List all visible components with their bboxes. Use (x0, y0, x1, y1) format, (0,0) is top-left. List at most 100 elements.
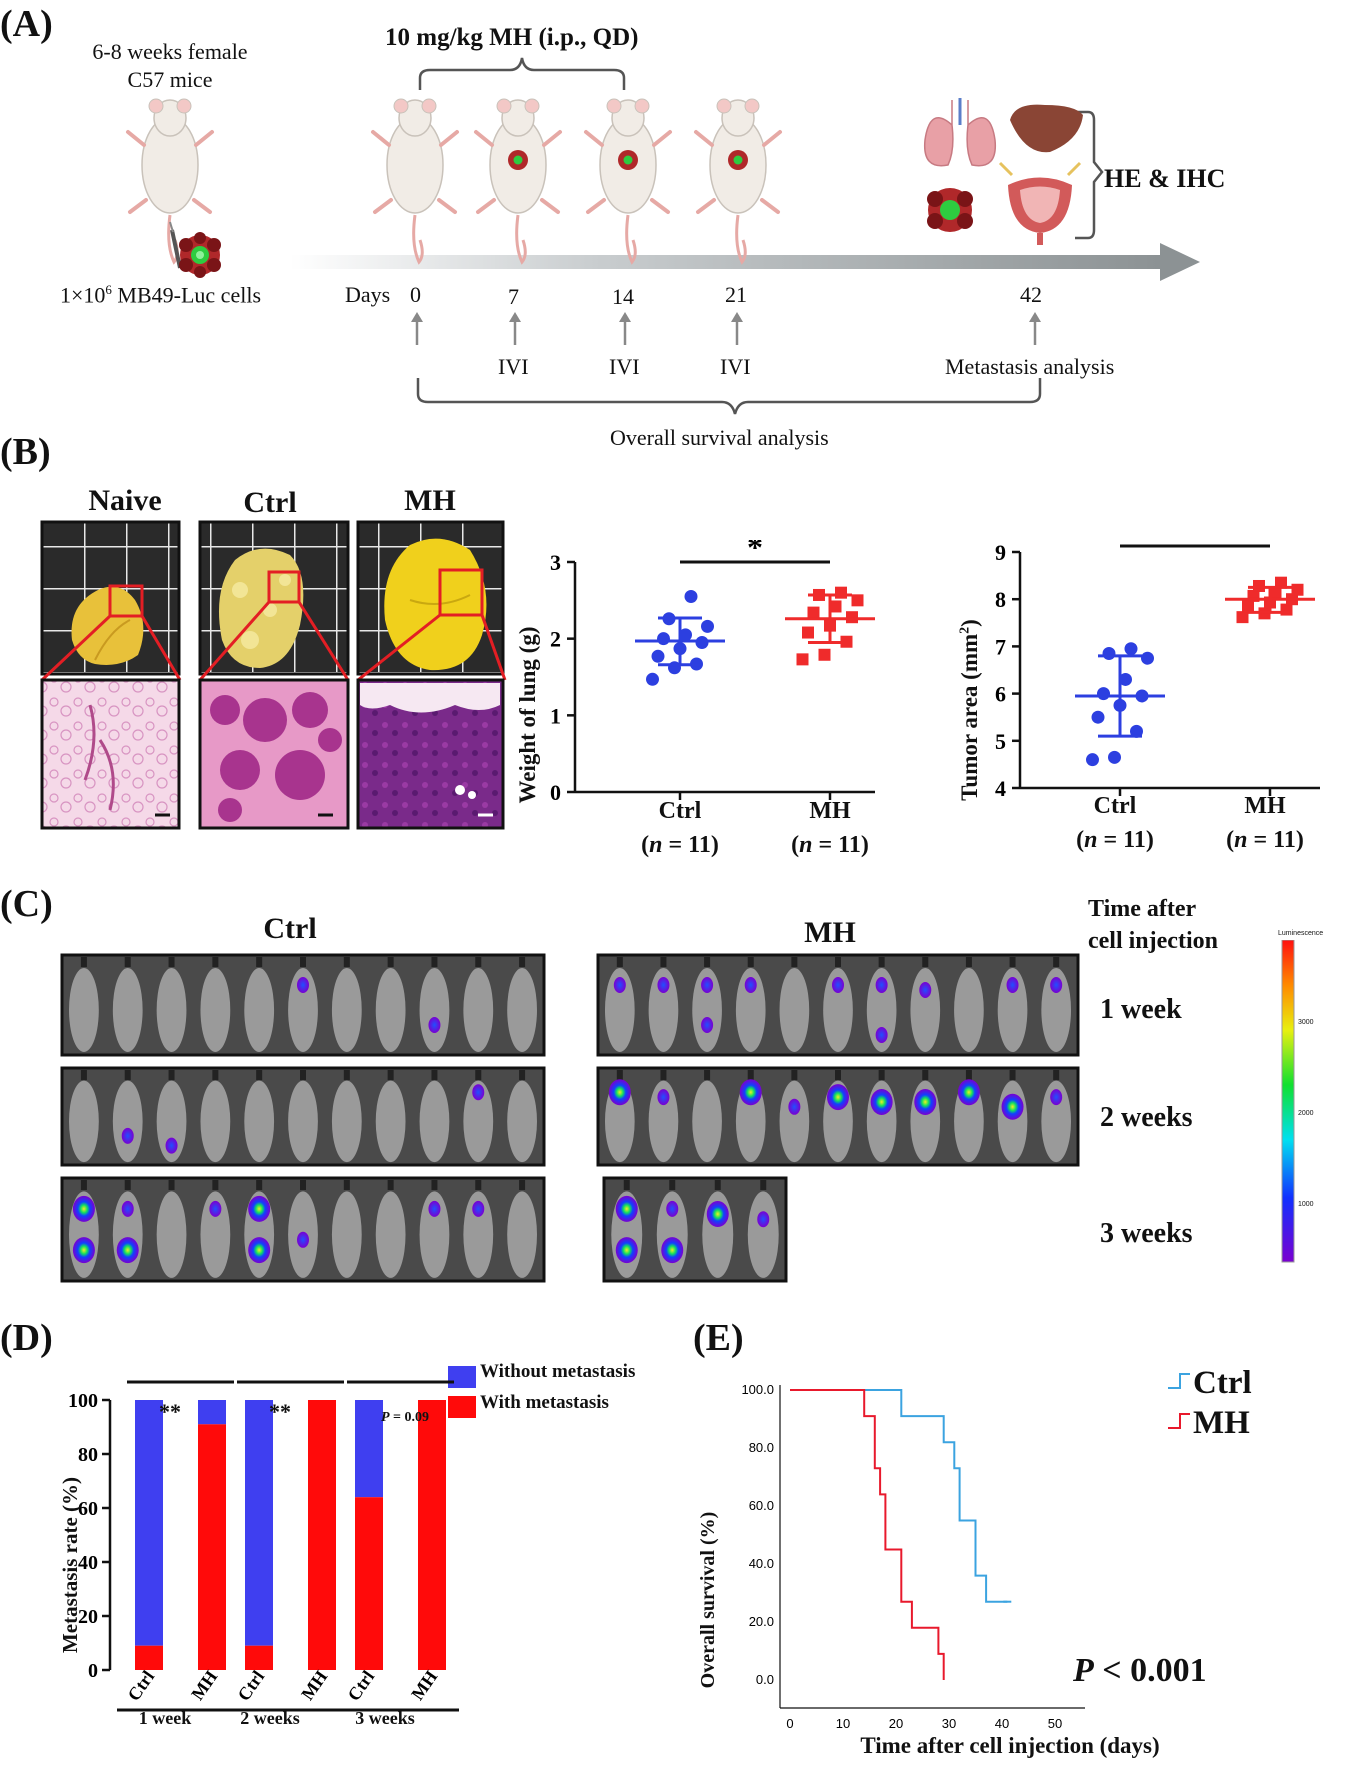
tumor-xtick-ctrl: Ctrl (1093, 793, 1137, 819)
mh-lung-photo (356, 520, 505, 676)
bar-ctrl-with (135, 1645, 163, 1670)
mouse-silhouette (692, 968, 722, 1052)
bar-ytick-label: 20 (78, 1606, 98, 1628)
nose-cone (475, 957, 482, 967)
luminescence-spot (472, 1084, 485, 1101)
ivi-day14: IVI (609, 354, 640, 379)
mouse-silhouette (779, 968, 810, 1052)
luminescence-spot (615, 1237, 638, 1264)
mice-illustrations (126, 98, 782, 265)
nose-cone (922, 1070, 929, 1080)
tumor-ctrl-point (1091, 710, 1105, 724)
nose-cone (168, 1070, 175, 1080)
km-legend-ctrl: Ctrl (1193, 1365, 1252, 1401)
nose-cone (835, 957, 841, 967)
timeline-schematic (126, 57, 1200, 415)
luminescence-spot (1001, 1093, 1024, 1120)
weight-mh-point (851, 594, 864, 607)
nose-cone (704, 957, 711, 967)
weight-n-ctrl: (n = 11) (641, 832, 719, 858)
luminescence-spot (248, 1237, 271, 1264)
tumor-ylabel: Tumor area (mm2) (957, 619, 982, 801)
tumor-ytick-label: 5 (995, 729, 1006, 754)
mouse-silhouette (779, 1080, 810, 1163)
nose-cone (212, 1070, 219, 1080)
weight-ytick-label: 1 (550, 703, 561, 728)
tumor-ctrl-point (1124, 642, 1138, 656)
mouse-silhouette (244, 968, 275, 1052)
luminescence-spot (297, 1231, 309, 1248)
tumor-ctrl-point (1102, 646, 1116, 660)
bar-category-label: MH (297, 1667, 331, 1704)
bioluminescence-images (60, 940, 1295, 1283)
mh-he-image (356, 678, 505, 830)
weight-ctrl-point (701, 619, 714, 633)
nose-cone (747, 957, 754, 967)
mouse-tumor-core (623, 155, 633, 165)
nose-cone (1053, 957, 1060, 967)
nose-cone (760, 1180, 767, 1190)
week-3-group-label: 3 weeks (355, 1708, 415, 1728)
mouse-legs (584, 130, 672, 214)
mouse-silhouette (112, 1080, 143, 1163)
nose-cone (791, 957, 798, 967)
mouse-silhouette (823, 968, 853, 1052)
mouse-ear (148, 98, 164, 114)
ivi-day7: IVI (498, 354, 529, 379)
zoom-lines (40, 601, 507, 682)
nose-cone (343, 957, 350, 967)
nose-cone (300, 1180, 306, 1190)
weight-mh-point (829, 600, 842, 613)
nose-cone (519, 957, 526, 967)
km-xtick-label: 50 (1048, 1716, 1062, 1731)
ivi-day21: IVI (720, 354, 751, 379)
weight-ctrl-point (657, 632, 670, 646)
mouse-silhouette (648, 1080, 679, 1163)
mouse-ear (421, 98, 437, 114)
weight-ctrl-point (684, 590, 698, 603)
tumor-ctrl-point (1108, 750, 1121, 764)
km-pvalue: P < 0.001 (1073, 1652, 1207, 1689)
ctrl-imaging-title: Ctrl (263, 912, 317, 945)
mouse-silhouette (375, 1191, 406, 1278)
bar-category-label: Ctrl (124, 1667, 159, 1705)
panel-d-label: (D) (0, 1317, 53, 1359)
naive-he-image (40, 678, 181, 830)
luminescence-spot (666, 1200, 679, 1217)
survival-chart: 0.0 20.0 40.0 60.0 80.0 100.0 0 10 20 30 40 50 (741, 1373, 1190, 1731)
weight-ctrl-point (679, 628, 692, 642)
tumor-mh-point (1236, 611, 1249, 624)
km-ytick-label: 0.0 (756, 1672, 774, 1687)
tumor-ctrl-point (1141, 651, 1154, 665)
weight-sig-text: * (747, 540, 763, 565)
mouse-silhouette (156, 1080, 187, 1163)
mouse-silhouette (419, 968, 450, 1052)
ctrl-lung-photo (198, 520, 350, 676)
bar-ytick-label: 100 (68, 1390, 98, 1412)
km-xtick-label: 0 (786, 1716, 793, 1731)
panel-b-label: (B) (0, 431, 51, 473)
mouse-silhouette (997, 968, 1028, 1052)
mouse-tail (625, 214, 637, 265)
mh-week1-image (596, 953, 1080, 1057)
mouse-ear (744, 98, 760, 114)
metastasis-analysis-label: Metastasis analysis (945, 354, 1115, 379)
nose-cone (922, 957, 929, 967)
weight-mh-point (835, 586, 847, 599)
tumor-icon (927, 188, 973, 232)
nose-cone (168, 1180, 175, 1190)
mouse-ear (634, 98, 650, 114)
nose-cone (704, 1070, 711, 1080)
nose-cone (714, 1180, 721, 1190)
mouse-silhouette (331, 968, 362, 1052)
nose-cone (1009, 1070, 1016, 1080)
naive-lung-photo (40, 520, 181, 676)
tumor-area-chart: 4 5 6 7 8 9 *** (995, 540, 1320, 801)
km-ytick-label: 100.0 (741, 1382, 774, 1397)
km-ylabel: Overall survival (%) (697, 1511, 719, 1689)
mouse-silhouette (419, 1080, 450, 1163)
luminescence-spot (661, 1237, 684, 1264)
nose-cone (965, 1070, 972, 1080)
mouse-silhouette (648, 968, 679, 1052)
km-legend-mh: MH (1193, 1405, 1250, 1441)
